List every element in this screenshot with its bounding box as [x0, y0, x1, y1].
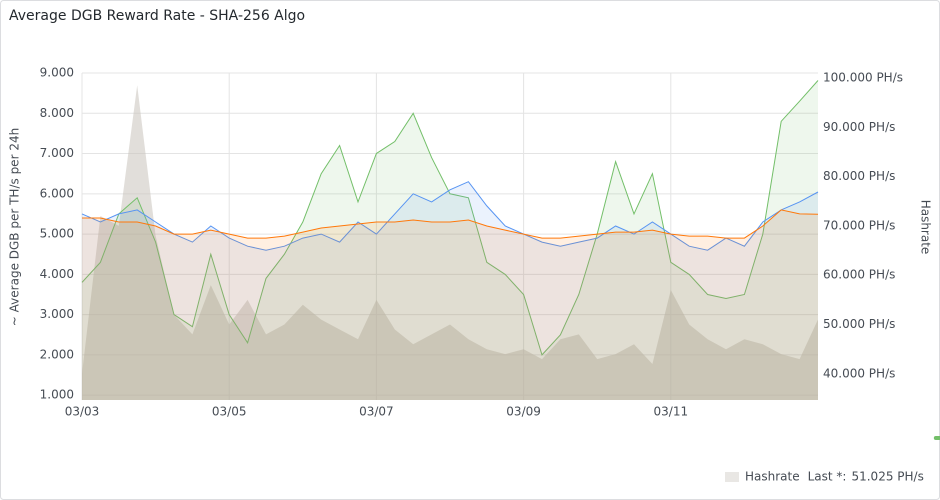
- y2-axis-label: Hashrate: [919, 200, 933, 255]
- y2-tick-label: 70.000 PH/s: [823, 218, 895, 232]
- series-line: [81, 80, 819, 356]
- y2-tick-label: 90.000 PH/s: [823, 120, 895, 134]
- legend-swatch[interactable]: [933, 436, 940, 440]
- y2-tick-label: 50.000 PH/s: [823, 317, 895, 331]
- x-tick-label: 03/07: [359, 405, 394, 419]
- x-tick-label: 03/03: [65, 405, 100, 419]
- legend-stat-label: Last *:: [808, 470, 847, 484]
- y-tick-label: 1.000: [40, 388, 74, 402]
- x-tick-label: 03/09: [506, 405, 541, 419]
- y-tick-label: 3.000: [40, 307, 74, 321]
- x-tick-label: 03/05: [212, 405, 247, 419]
- y-tick-label: 6.000: [40, 186, 74, 200]
- y-axis-label: ~ Average DGB per TH/s per 24h: [8, 128, 22, 326]
- series-area: [82, 80, 818, 400]
- y-tick-label: 2.000: [40, 347, 74, 361]
- x-tick-label: 03/11: [654, 405, 689, 419]
- series-line: [82, 209, 819, 239]
- series-area: [82, 209, 818, 400]
- chart-title: Average DGB Reward Rate - SHA-256 Algo: [9, 8, 305, 24]
- y-tick-label: 9.000: [40, 66, 74, 80]
- y2-tick-label: 60.000 PH/s: [823, 268, 895, 282]
- y-tick-label: 4.000: [40, 267, 74, 281]
- y2-tick-label: 80.000 PH/s: [823, 169, 895, 183]
- legend-value: 51.025 PH/s: [851, 470, 923, 484]
- legend-swatch[interactable]: [725, 472, 739, 482]
- y-tick-label: 5.000: [40, 227, 74, 241]
- y-tick-label: 7.000: [40, 146, 74, 160]
- hashrate-area: [82, 85, 818, 401]
- series-area: [82, 181, 818, 400]
- y2-tick-label: 100.000 PH/s: [823, 70, 903, 84]
- legend-label[interactable]: Hashrate: [745, 470, 800, 484]
- y2-tick-label: 40.000 PH/s: [823, 366, 895, 380]
- y-tick-label: 8.000: [40, 106, 74, 120]
